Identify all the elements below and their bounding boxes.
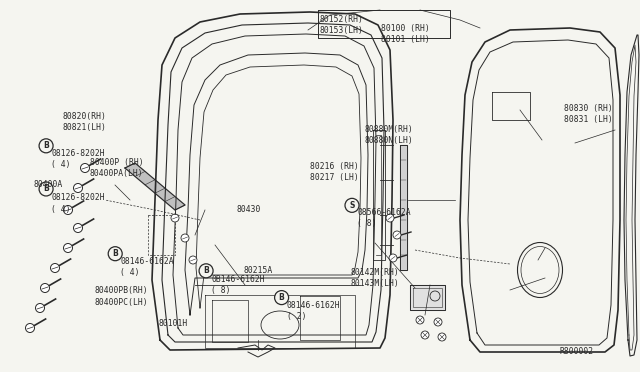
Circle shape bbox=[181, 234, 189, 242]
Text: 08126-8202H
( 4): 08126-8202H ( 4) bbox=[51, 193, 105, 214]
Circle shape bbox=[35, 304, 45, 312]
Circle shape bbox=[199, 264, 213, 278]
Circle shape bbox=[81, 164, 90, 173]
Text: R800002: R800002 bbox=[560, 347, 594, 356]
Circle shape bbox=[386, 214, 394, 222]
Circle shape bbox=[275, 291, 289, 305]
Circle shape bbox=[345, 198, 359, 212]
Text: 80101H: 80101H bbox=[159, 319, 188, 328]
Circle shape bbox=[416, 316, 424, 324]
Circle shape bbox=[63, 205, 72, 215]
Text: B: B bbox=[279, 293, 284, 302]
Text: 80820(RH)
80821(LH): 80820(RH) 80821(LH) bbox=[63, 112, 107, 132]
Text: 80880M(RH)
80880N(LH): 80880M(RH) 80880N(LH) bbox=[365, 125, 413, 145]
Circle shape bbox=[40, 283, 49, 292]
Circle shape bbox=[39, 139, 53, 153]
Circle shape bbox=[171, 214, 179, 222]
Text: 0B146-6162H
( 8): 0B146-6162H ( 8) bbox=[211, 275, 265, 295]
Text: B: B bbox=[204, 266, 209, 275]
Text: B: B bbox=[44, 185, 49, 193]
Text: 08146-6162A
( 4): 08146-6162A ( 4) bbox=[120, 257, 174, 277]
Circle shape bbox=[108, 247, 122, 261]
Text: 08126-8202H
( 4): 08126-8202H ( 4) bbox=[51, 149, 105, 169]
Circle shape bbox=[438, 333, 446, 341]
Text: 80400PB(RH)
80400PC(LH): 80400PB(RH) 80400PC(LH) bbox=[95, 286, 148, 307]
Text: 80142M(RH)
80143M(LH): 80142M(RH) 80143M(LH) bbox=[351, 268, 399, 288]
Circle shape bbox=[421, 331, 429, 339]
Text: B: B bbox=[44, 141, 49, 150]
Circle shape bbox=[74, 224, 83, 232]
Text: 08146-6162H
( 2): 08146-6162H ( 2) bbox=[287, 301, 340, 321]
Text: 80216 (RH)
80217 (LH): 80216 (RH) 80217 (LH) bbox=[310, 162, 359, 182]
Text: 80830 (RH)
80831 (LH): 80830 (RH) 80831 (LH) bbox=[564, 104, 613, 124]
Text: 80215A: 80215A bbox=[243, 266, 273, 275]
Circle shape bbox=[74, 183, 83, 192]
Text: 80430: 80430 bbox=[237, 205, 261, 214]
Circle shape bbox=[189, 256, 197, 264]
Text: 80400P (RH)
80400PA(LH): 80400P (RH) 80400PA(LH) bbox=[90, 158, 143, 178]
Text: 08566-6162A
( 8): 08566-6162A ( 8) bbox=[357, 208, 411, 228]
Polygon shape bbox=[410, 285, 445, 310]
Text: S: S bbox=[349, 201, 355, 210]
Text: 80400A: 80400A bbox=[33, 180, 63, 189]
Text: 80100 (RH)
80101 (LH): 80100 (RH) 80101 (LH) bbox=[381, 24, 429, 44]
Circle shape bbox=[26, 324, 35, 333]
Circle shape bbox=[63, 244, 72, 253]
Polygon shape bbox=[125, 163, 185, 210]
Circle shape bbox=[39, 182, 53, 196]
Polygon shape bbox=[400, 145, 407, 270]
Circle shape bbox=[393, 231, 401, 239]
Circle shape bbox=[434, 318, 442, 326]
Text: 80152(RH)
80153(LH): 80152(RH) 80153(LH) bbox=[320, 15, 364, 35]
Text: B: B bbox=[113, 249, 118, 258]
Circle shape bbox=[389, 254, 397, 262]
Circle shape bbox=[51, 263, 60, 273]
